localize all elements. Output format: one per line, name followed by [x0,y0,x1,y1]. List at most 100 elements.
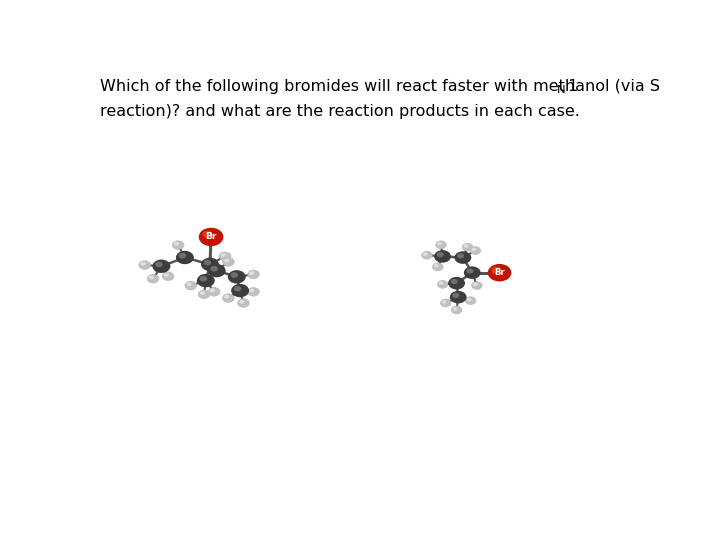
Circle shape [184,281,197,290]
Circle shape [451,306,462,314]
Circle shape [219,252,231,261]
Circle shape [156,261,163,267]
Circle shape [453,307,457,310]
Circle shape [186,282,192,286]
Circle shape [462,243,473,251]
Circle shape [184,281,197,290]
Circle shape [488,264,511,281]
Circle shape [239,300,244,303]
Circle shape [198,290,210,299]
Circle shape [231,284,249,297]
Circle shape [224,259,229,262]
Circle shape [210,288,215,293]
Circle shape [437,242,442,245]
Circle shape [437,280,448,288]
Circle shape [153,260,171,273]
Circle shape [230,272,238,278]
Circle shape [140,262,145,266]
Circle shape [147,274,159,284]
Circle shape [162,272,174,281]
Circle shape [423,252,428,256]
Circle shape [469,246,481,255]
Circle shape [208,287,220,296]
Circle shape [199,228,223,246]
Circle shape [432,263,444,271]
Circle shape [465,296,476,305]
Circle shape [457,253,464,259]
Circle shape [462,243,473,251]
Circle shape [164,273,169,277]
Circle shape [149,275,154,279]
Text: Br: Br [205,232,217,241]
Circle shape [162,272,174,281]
Circle shape [238,299,250,308]
Circle shape [208,264,225,277]
Circle shape [197,274,215,287]
Circle shape [442,300,446,303]
Circle shape [201,258,219,271]
Circle shape [491,267,501,274]
Circle shape [179,253,186,259]
Circle shape [138,260,150,269]
Circle shape [249,288,254,293]
Circle shape [238,299,250,308]
Text: N: N [557,85,566,94]
Circle shape [421,251,433,259]
Circle shape [248,287,260,296]
Circle shape [440,299,451,307]
Circle shape [437,280,448,288]
Circle shape [469,246,481,255]
Text: Which of the following bromides will react faster with methanol (via S: Which of the following bromides will rea… [100,79,660,94]
Circle shape [438,281,444,285]
Circle shape [234,286,241,292]
Circle shape [199,228,223,246]
Circle shape [451,279,458,284]
Circle shape [440,299,451,307]
Circle shape [153,260,171,273]
Circle shape [176,251,194,264]
Circle shape [464,266,481,279]
Circle shape [467,298,472,301]
Circle shape [432,263,444,271]
Circle shape [450,291,467,303]
Circle shape [249,271,254,275]
Text: reaction)? and what are the reaction products in each case.: reaction)? and what are the reaction pro… [100,104,580,119]
Circle shape [208,264,225,277]
Circle shape [219,252,231,261]
Circle shape [436,241,446,249]
Circle shape [200,291,205,295]
Circle shape [248,270,260,279]
Circle shape [472,281,482,289]
Circle shape [172,240,184,249]
Circle shape [449,277,465,289]
Circle shape [198,290,210,299]
Circle shape [199,276,207,281]
Circle shape [472,281,482,289]
Circle shape [473,282,477,286]
Circle shape [204,260,211,265]
Circle shape [222,294,235,302]
Circle shape [224,295,229,299]
Circle shape [201,258,219,271]
Circle shape [248,270,260,279]
Circle shape [228,270,246,284]
Circle shape [454,251,471,264]
Circle shape [221,253,226,257]
Circle shape [210,266,218,272]
Circle shape [449,277,465,289]
Circle shape [452,293,459,298]
Circle shape [437,252,444,257]
Circle shape [174,242,179,246]
Circle shape [434,250,451,262]
Circle shape [472,248,476,251]
Circle shape [488,264,511,281]
Circle shape [464,266,481,279]
Circle shape [147,274,159,284]
Circle shape [467,268,474,274]
Circle shape [208,287,220,296]
Circle shape [138,260,150,269]
Circle shape [231,284,249,297]
Text: 1: 1 [567,79,577,94]
Circle shape [228,270,246,284]
Circle shape [248,287,260,296]
